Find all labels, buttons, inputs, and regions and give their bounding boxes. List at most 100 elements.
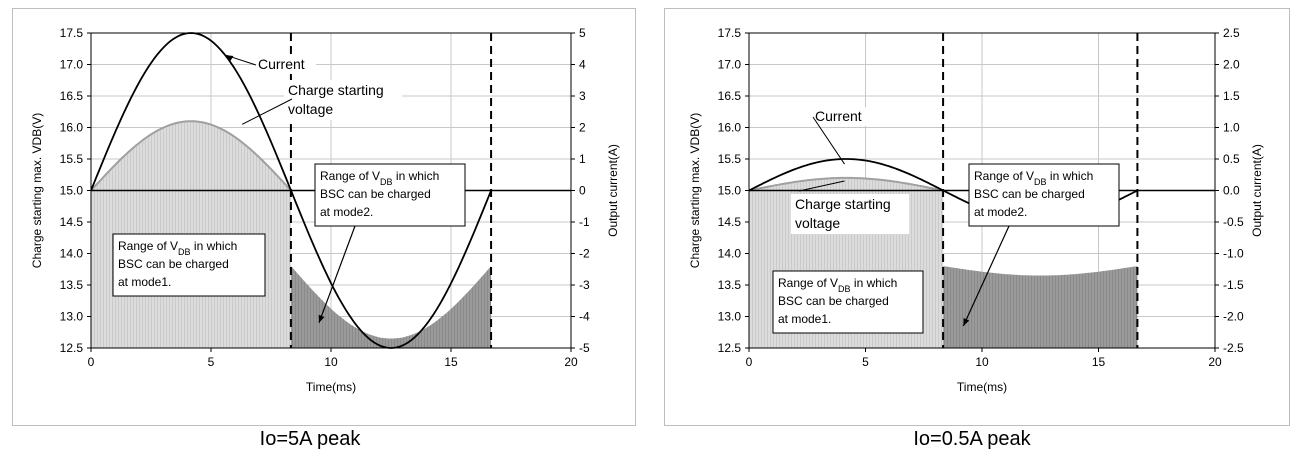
mode1-label-line1: Range of VDB in which [778,276,897,294]
current-label: Current [815,108,862,124]
mode2-text-a: Range of V [320,169,380,183]
x-axis-label: Time(ms) [957,380,1007,394]
y-left-tick-label: 14.0 [60,247,84,261]
y-left-tick-label: 14.0 [718,247,742,261]
chart-panel-right: 12.5 13.0 13.5 14.0 14.5 15.0 15.5 16.0 16.5 17.0… [664,8,1290,426]
mode1-label-line2: BSC can be charged [778,294,889,308]
y-left-axis-label: Charge starting max. VDB(V) [688,113,702,268]
y-left-tick-label: 13.0 [60,310,84,324]
charge-leader [241,98,293,125]
x-tick-label: 5 [862,355,869,369]
mode2-label-line2: BSC can be charged [974,187,1085,201]
y-right-tick-label: 4 [579,58,586,72]
charge-leader [798,180,845,192]
y-right-axis-label: Output current(A) [1250,144,1264,237]
mode2-arrow [962,225,1010,327]
x-tick-label: 15 [444,355,458,369]
x-axis-label: Time(ms) [306,380,356,394]
y-left-tick-label: 15.0 [718,184,742,198]
mode2-text-b: in which [393,169,440,183]
charge-voltage-line [90,120,292,192]
y-left-tick-label: 14.5 [718,215,742,229]
x-tick-label: 10 [324,355,338,369]
chart-panel-left: 12.5 13.0 13.5 14.0 14.5 15.0 15.5 16.0 16.5 17.0… [12,8,636,426]
y-left-tick-label: 13.5 [718,278,742,292]
charge-label-line2: voltage [288,101,333,117]
charge-label-line1: Charge starting [288,82,384,98]
y-right-tick-label: -5 [579,341,590,355]
charge-label-bg [791,194,909,234]
y-left-axis-label: Charge starting max. VDB(V) [30,113,44,268]
chart-svg-left: 12.5 13.0 13.5 14.0 14.5 15.0 15.5 16.0 16.5 17.0… [30,26,620,394]
y-left-tick-label: 17.0 [718,58,742,72]
mode1-text-b: in which [191,239,238,253]
y-right-tick-label: 1.0 [1223,121,1240,135]
mode1-label-line3: at mode1. [118,275,171,289]
y-right-tick-label: -2.5 [1223,341,1244,355]
charge-label-line2: voltage [795,215,840,231]
mode2-arrow-head [318,314,325,323]
mode2-label-box [314,163,466,227]
charge-voltage-line [748,176,944,192]
y-right-tick-label: -2.0 [1223,310,1244,324]
mode2-arrow [318,225,356,324]
y-right-tick-label: 0.0 [1223,184,1240,198]
y-left-tick-label: 16.5 [718,89,742,103]
current-label-bg [811,107,873,126]
mode1-label-box [772,270,924,334]
mode2-arrow-head [963,317,970,326]
mode2-label-line3: at mode2. [974,205,1027,219]
x-tick-label: 5 [208,355,215,369]
y-left-tick-label: 16.0 [718,121,742,135]
x-tick-label: 20 [564,355,578,369]
current-label-bg [254,55,316,74]
y-left-tick-label: 12.5 [60,341,84,355]
mode1-text-sub: DB [838,284,851,294]
current-label: Current [258,56,305,72]
x-tick-label: 0 [88,355,95,369]
y-left-tick-label: 17.0 [60,58,84,72]
chart-svg-right: 12.5 13.0 13.5 14.0 14.5 15.0 15.5 16.0 16.5 17.0… [688,26,1264,394]
mode1-label-line3: at mode1. [778,312,831,326]
y-left-tick-label: 14.5 [60,215,84,229]
y-right-tick-label: 1 [579,152,586,166]
y-left-tick-label: 15.5 [60,152,84,166]
y-right-tick-label: 2.0 [1223,58,1240,72]
current-leader [812,116,845,165]
mode1-label-box [112,233,266,297]
current-arrow-head [225,55,234,62]
y-right-axis-label: Output current(A) [606,144,620,237]
mode2-region [291,266,492,348]
x-tick-label: 0 [746,355,753,369]
y-left-tick-label: 13.0 [718,310,742,324]
y-left-tick-label: 17.5 [60,26,84,40]
y-left-tick-label: 16.5 [60,89,84,103]
mode2-region [943,266,1138,348]
mode1-text-a: Range of V [118,239,178,253]
y-right-tick-label: -1.5 [1223,278,1244,292]
x-tick-label: 15 [1092,355,1106,369]
y-left-tick-label: 15.0 [60,184,84,198]
y-right-tick-label: 0 [579,184,586,198]
caption-right: Io=0.5A peak [913,428,1031,450]
mode2-label-line2: BSC can be charged [320,187,431,201]
y-right-tick-label: -1.0 [1223,247,1244,261]
y-right-tick-label: -0.5 [1223,215,1244,229]
y-right-tick-label: -2 [579,247,590,261]
y-left-tick-label: 12.5 [718,341,742,355]
y-left-tick-label: 16.0 [60,121,84,135]
mode1-text-b: in which [851,276,898,290]
mode1-label-line2: BSC can be charged [118,257,229,271]
y-right-tick-label: -4 [579,310,590,324]
x-tick-label: 10 [975,355,989,369]
y-right-tick-label: -1 [579,215,590,229]
y-right-tick-label: 2 [579,121,586,135]
mode2-text-sub: DB [380,177,393,187]
x-tick-label: 20 [1208,355,1222,369]
charge-label-line1: Charge starting [795,196,891,212]
caption-left: Io=5A peak [259,428,361,450]
y-right-tick-label: 3 [579,89,586,103]
mode2-label-box [968,163,1120,227]
y-right-tick-label: 5 [579,26,586,40]
y-left-tick-label: 15.5 [718,152,742,166]
